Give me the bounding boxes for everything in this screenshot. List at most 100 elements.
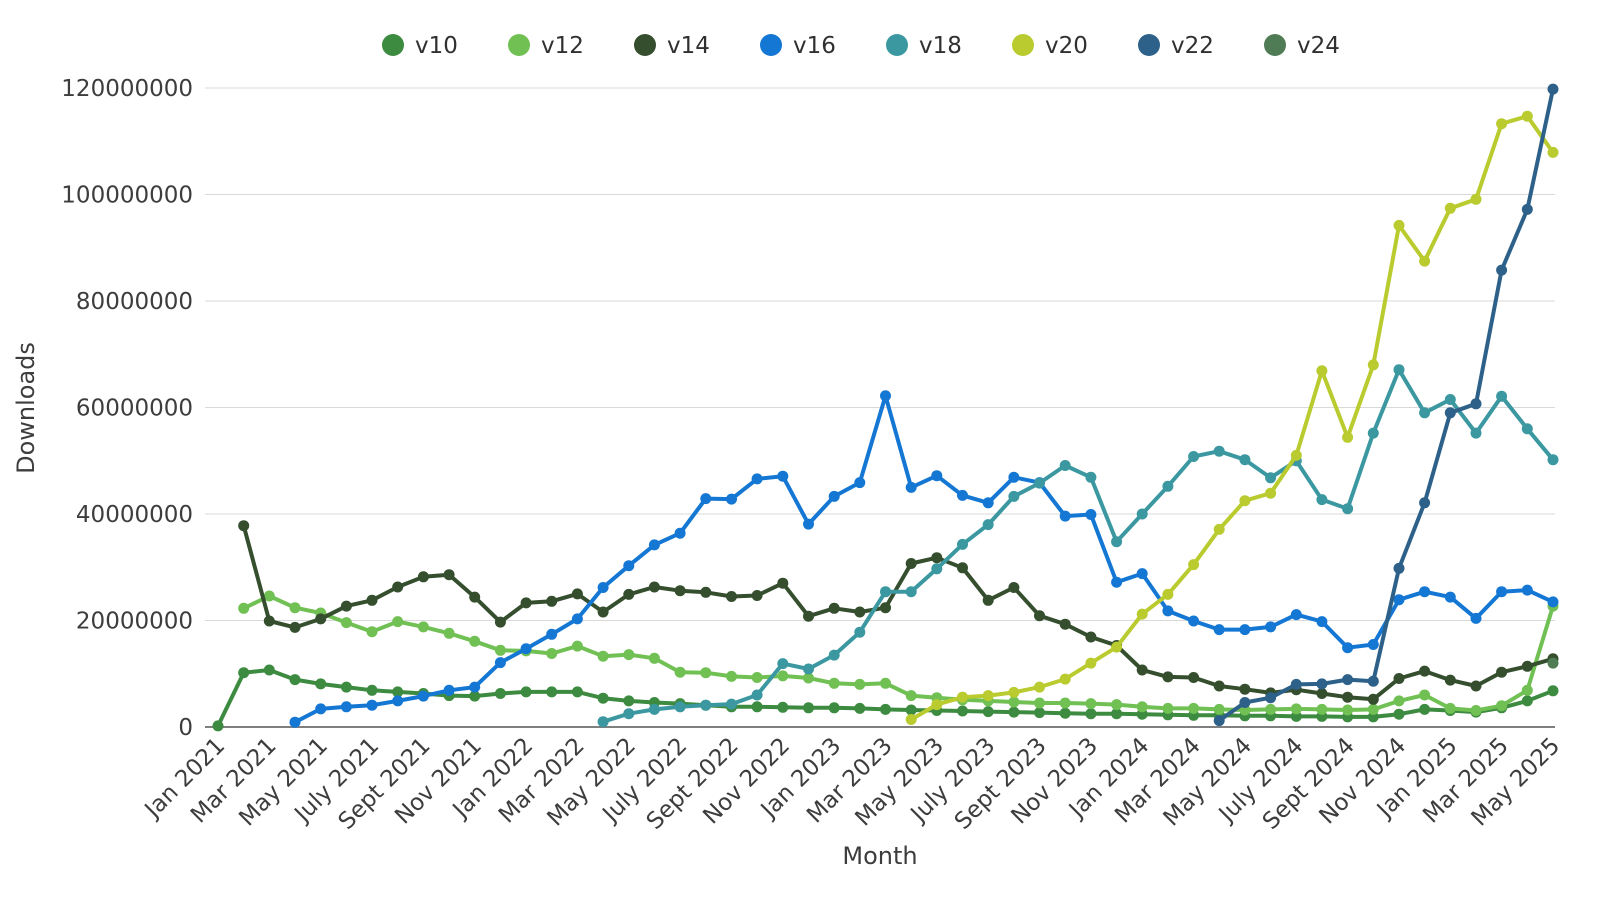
data-point-v12[interactable] <box>777 670 789 682</box>
data-point-v10[interactable] <box>494 688 506 699</box>
data-point-v10[interactable] <box>803 702 814 714</box>
data-point-v12[interactable] <box>417 621 429 633</box>
data-point-v10[interactable] <box>1111 708 1123 720</box>
data-point-v22[interactable] <box>1239 697 1251 708</box>
data-point-v20[interactable] <box>1393 219 1405 231</box>
data-point-v12[interactable] <box>392 616 404 628</box>
data-point-v14[interactable] <box>597 606 609 618</box>
data-point-v18[interactable] <box>803 663 814 675</box>
data-point-v20[interactable] <box>1188 559 1200 571</box>
data-point-v16[interactable] <box>828 490 840 502</box>
data-point-v18[interactable] <box>1239 454 1251 466</box>
data-point-v12[interactable] <box>803 672 814 684</box>
data-point-v10[interactable] <box>1547 685 1559 697</box>
data-point-v16[interactable] <box>700 493 712 505</box>
data-point-v16[interactable] <box>1290 609 1302 621</box>
data-point-v10[interactable] <box>392 686 404 698</box>
data-point-v22[interactable] <box>1342 674 1354 686</box>
data-point-v18[interactable] <box>1419 407 1431 419</box>
data-point-v16[interactable] <box>777 470 789 482</box>
data-point-v10[interactable] <box>1521 695 1533 707</box>
data-point-v18[interactable] <box>957 538 968 550</box>
data-point-v10[interactable] <box>212 720 224 732</box>
data-point-v20[interactable] <box>931 699 943 711</box>
data-point-v16[interactable] <box>931 470 943 482</box>
data-point-v18[interactable] <box>597 716 609 728</box>
data-point-v18[interactable] <box>905 586 917 598</box>
data-point-v12[interactable] <box>597 650 609 662</box>
data-point-v22[interactable] <box>1393 562 1405 574</box>
data-point-v20[interactable] <box>905 714 917 725</box>
data-point-v14[interactable] <box>1419 665 1431 677</box>
data-point-v14[interactable] <box>1034 610 1045 622</box>
data-point-v22[interactable] <box>1367 675 1379 687</box>
data-point-v16[interactable] <box>1059 510 1071 522</box>
legend-item-v12[interactable]: v12 <box>508 33 584 59</box>
data-point-v12[interactable] <box>1367 703 1379 715</box>
data-point-v20[interactable] <box>1547 146 1559 158</box>
data-point-v14[interactable] <box>571 588 583 600</box>
data-point-v16[interactable] <box>1085 509 1097 520</box>
data-point-v12[interactable] <box>1265 703 1277 715</box>
data-point-v10[interactable] <box>263 664 275 676</box>
data-point-v14[interactable] <box>469 591 481 603</box>
data-point-v20[interactable] <box>1342 431 1354 443</box>
data-point-v14[interactable] <box>982 594 994 606</box>
data-point-v14[interactable] <box>931 552 943 564</box>
data-point-v12[interactable] <box>366 626 378 638</box>
data-point-v14[interactable] <box>674 585 686 597</box>
data-point-v10[interactable] <box>340 681 352 693</box>
data-point-v12[interactable] <box>1136 701 1148 713</box>
data-point-v20[interactable] <box>957 691 968 703</box>
data-point-v14[interactable] <box>828 602 840 614</box>
data-point-v22[interactable] <box>1470 398 1482 410</box>
data-point-v12[interactable] <box>1059 697 1071 709</box>
data-point-v16[interactable] <box>315 703 327 715</box>
data-point-v14[interactable] <box>443 569 455 581</box>
data-point-v14[interactable] <box>1136 664 1148 676</box>
data-point-v14[interactable] <box>726 591 737 602</box>
data-point-v12[interactable] <box>443 627 455 639</box>
data-point-v10[interactable] <box>469 690 481 702</box>
data-point-v12[interactable] <box>1034 697 1045 709</box>
data-point-v16[interactable] <box>1188 615 1200 627</box>
data-point-v14[interactable] <box>1521 660 1533 672</box>
data-point-v20[interactable] <box>1111 641 1123 653</box>
data-point-v22[interactable] <box>1213 715 1225 727</box>
data-point-v14[interactable] <box>520 597 532 609</box>
data-point-v16[interactable] <box>1470 612 1482 624</box>
data-point-v16[interactable] <box>854 477 866 489</box>
data-point-v18[interactable] <box>1162 480 1174 492</box>
data-point-v10[interactable] <box>520 686 532 698</box>
data-point-v20[interactable] <box>1008 686 1020 698</box>
data-point-v14[interactable] <box>1213 680 1225 692</box>
data-point-v16[interactable] <box>1316 616 1328 628</box>
data-point-v18[interactable] <box>854 626 866 638</box>
data-point-v16[interactable] <box>1265 621 1277 633</box>
data-point-v12[interactable] <box>1521 684 1533 696</box>
data-point-v16[interactable] <box>1008 471 1020 483</box>
data-point-v18[interactable] <box>726 698 737 710</box>
data-point-v18[interactable] <box>1470 427 1482 439</box>
data-point-v20[interactable] <box>1162 588 1174 600</box>
legend-item-v10[interactable]: v10 <box>382 33 458 59</box>
data-point-v18[interactable] <box>1136 508 1148 520</box>
data-point-v20[interactable] <box>1034 681 1045 693</box>
data-point-v16[interactable] <box>1162 605 1174 617</box>
data-point-v18[interactable] <box>828 649 840 661</box>
data-point-v12[interactable] <box>623 649 635 661</box>
legend-item-v16[interactable]: v16 <box>760 33 836 59</box>
data-point-v14[interactable] <box>751 590 763 601</box>
data-point-v18[interactable] <box>1188 451 1200 462</box>
data-point-v12[interactable] <box>854 678 866 690</box>
data-point-v12[interactable] <box>751 672 763 683</box>
data-point-v16[interactable] <box>392 695 404 707</box>
data-point-v12[interactable] <box>905 690 917 702</box>
data-point-v14[interactable] <box>315 613 327 625</box>
data-point-v14[interactable] <box>623 588 635 600</box>
data-point-v18[interactable] <box>1213 445 1225 457</box>
data-point-v16[interactable] <box>1393 594 1405 606</box>
data-point-v16[interactable] <box>982 497 994 509</box>
data-point-v12[interactable] <box>1008 696 1020 708</box>
data-point-v10[interactable] <box>1085 708 1097 720</box>
